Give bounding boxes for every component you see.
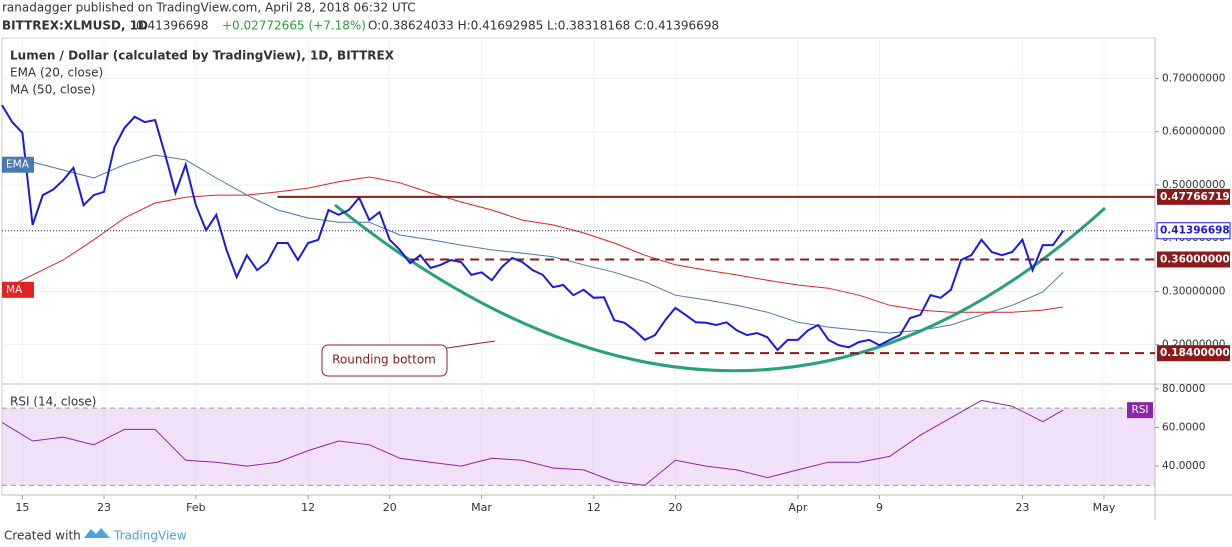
chart-title: Lumen / Dollar (calculated by TradingVie… xyxy=(10,49,395,63)
x-tick-label: 23 xyxy=(97,501,111,514)
x-tick-label: 12 xyxy=(301,501,315,514)
series-line xyxy=(1,399,1064,486)
x-tick-label: Apr xyxy=(788,501,808,514)
publisher: ranadagger published on TradingView.com,… xyxy=(2,1,416,15)
rsi-title: RSI (14, close) xyxy=(10,395,96,409)
level-label: 0.18400000 xyxy=(1160,347,1230,359)
series-tag-label: EMA xyxy=(6,159,30,171)
footer-brand: TradingView xyxy=(113,529,187,543)
x-tick-label: 20 xyxy=(383,501,397,514)
x-tick-label: 20 xyxy=(668,501,682,514)
level-tag xyxy=(1157,251,1230,268)
rounding-bottom-curve xyxy=(334,203,1107,373)
level-tag xyxy=(1157,345,1230,362)
x-tick-label: May xyxy=(1093,501,1116,514)
ohlc: O:0.38624033 H:0.41692985 L:0.38318168 C… xyxy=(368,19,719,33)
footer-created: Created with xyxy=(4,529,81,543)
callout-box xyxy=(321,344,448,377)
series-tag xyxy=(2,156,34,173)
level-tag xyxy=(1157,188,1230,205)
y-tick-label: 80.0000 xyxy=(1162,383,1205,395)
y-tick-label: 40.0000 xyxy=(1162,460,1205,472)
rsi-band xyxy=(2,408,1155,486)
series-tag-label: MA xyxy=(6,284,23,296)
pane-tag xyxy=(1127,402,1153,419)
callout-text: Rounding bottom xyxy=(332,353,436,367)
series-line xyxy=(1,104,1065,352)
y-tick-label: 0.60000000 xyxy=(1162,126,1225,138)
x-tick-label: Feb xyxy=(186,501,205,514)
symbol: BITTREX:XLMUSD, 1D xyxy=(2,19,148,33)
y-tick-label: 60.0000 xyxy=(1162,421,1205,433)
y-tick-label: 0.70000000 xyxy=(1162,72,1225,84)
last-price-label: 0.41396698 xyxy=(1160,225,1230,237)
pane-tag-label: RSI xyxy=(1131,404,1148,416)
series-line xyxy=(1,154,1064,334)
y-tick-label: 0.50000000 xyxy=(1162,179,1225,191)
series-tag xyxy=(2,281,34,298)
level-label: 0.47766719 xyxy=(1160,191,1230,203)
x-tick-label: Mar xyxy=(471,501,492,514)
x-tick-label: 9 xyxy=(876,501,883,514)
last-price-tag xyxy=(1156,222,1231,240)
x-tick-label: 15 xyxy=(15,501,29,514)
x-tick-label: 12 xyxy=(587,501,601,514)
callout-pointer xyxy=(446,340,496,349)
legend-entry: MA (50, close) xyxy=(10,83,96,97)
series-line xyxy=(1,176,1064,313)
x-tick-label: 23 xyxy=(1015,501,1029,514)
last-price: 0.41396698 xyxy=(136,19,209,33)
legend-entry: EMA (20, close) xyxy=(10,66,103,80)
level-label: 0.36000000 xyxy=(1160,253,1230,265)
change: +0.02772665 (+7.18%) xyxy=(222,19,366,33)
logo xyxy=(84,528,110,538)
y-tick-label: 0.30000000 xyxy=(1162,285,1225,297)
